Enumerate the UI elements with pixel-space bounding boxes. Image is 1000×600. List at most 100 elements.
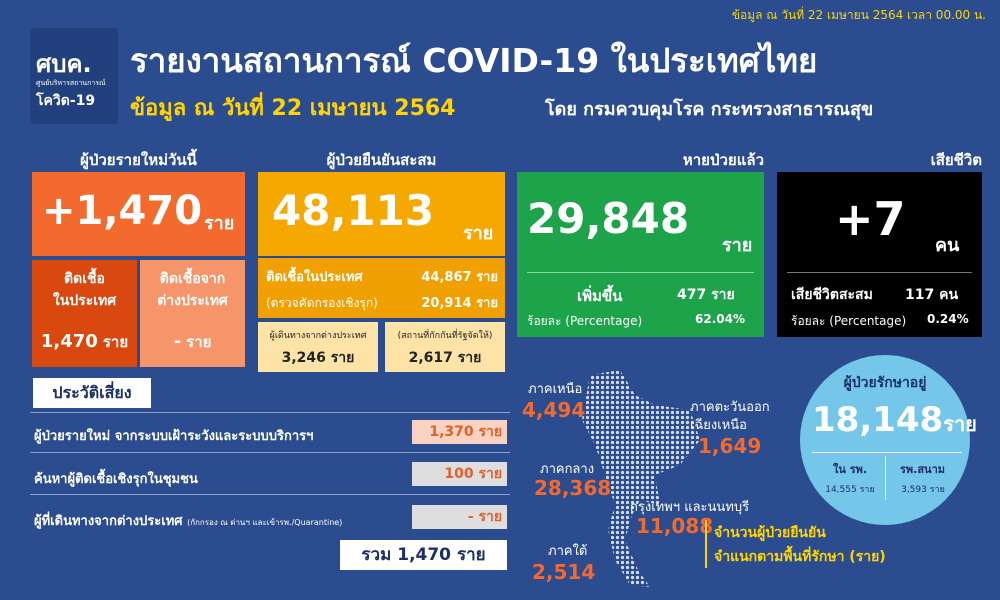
value: 14,555 — [825, 485, 857, 495]
region-name: เฉียงเหนือ — [690, 418, 747, 433]
risk-value: - ราย — [412, 505, 507, 529]
unit: ราย — [943, 412, 977, 436]
value: 1,470 — [397, 545, 452, 565]
label: ต่างประเทศ — [157, 293, 228, 309]
label: (สถานที่กักกันที่รัฐจัดให้) — [397, 331, 493, 341]
unit: ราย — [204, 213, 235, 234]
new-cases-box: +1,470 ราย — [32, 172, 245, 256]
region-value: 2,514 — [532, 560, 596, 584]
deaths-box: +7 คน เสียชีวิตสะสม 117 คน ร้อยละ (Perce… — [777, 172, 982, 337]
label: (ตรวจคัดกรองเชิงรุก) — [266, 296, 378, 310]
value: 1,370 — [429, 424, 474, 440]
hospital-item-label: รพ.สนาม — [900, 463, 945, 476]
risk-label: ผู้ป่วยรายใหม่ จากระบบเฝ้าระวังและระบบบร… — [34, 429, 314, 444]
divider — [812, 452, 962, 453]
region-value: 11,088 — [636, 514, 714, 538]
map-caption: จำนวนผู้ป่วยยืนยัน — [714, 525, 826, 541]
value: - — [173, 331, 182, 352]
map-caption: จำแนกตามพื้นที่รักษา (ราย) — [714, 549, 886, 565]
unit: ราย — [722, 235, 753, 256]
region-value: 28,368 — [534, 476, 612, 500]
unit: ราย — [476, 296, 498, 311]
risk-value: 100 ราย — [412, 462, 507, 486]
detail-row: (ตรวจคัดกรองเชิงรุก) 20,914 ราย — [266, 292, 498, 313]
abroad-box: ติดเชื้อจาก ต่างประเทศ - ราย — [140, 260, 245, 367]
value: 117 — [905, 287, 935, 303]
region-value: 1,649 — [698, 434, 762, 458]
section-label: เสียชีวิต — [930, 151, 982, 169]
unit: ราย — [456, 545, 486, 565]
region-name: ภาคเหนือ — [528, 382, 583, 397]
unit: ราย — [476, 270, 498, 285]
label: ติดเชื้อในประเทศ — [266, 270, 363, 285]
value: 3,246 — [281, 350, 326, 366]
value: 2,617 — [408, 350, 453, 366]
divider — [885, 456, 886, 500]
label: ในประเทศ — [52, 293, 117, 309]
value: 0.24% — [927, 312, 969, 326]
local-box: ติดเชื้อ ในประเทศ 1,470 ราย — [32, 260, 137, 367]
title: รายงานสถานการณ์ COVID-19 ในประเทศไทย — [130, 41, 818, 80]
divider — [30, 452, 510, 453]
unit: ราย — [463, 223, 494, 244]
risk-total: รวม 1,470 ราย — [340, 540, 507, 570]
unit: ราย — [102, 333, 129, 351]
value: - — [467, 509, 474, 525]
logo-text: ศบค. — [36, 50, 92, 78]
subtitle-date: ข้อมูล ณ วันที่ 22 เมษายน 2564 — [130, 96, 456, 121]
risk-title: ประวัติเสี่ยง — [33, 378, 151, 408]
value: 18,148 — [812, 400, 944, 440]
label: ติดเชื้อจาก — [159, 271, 226, 287]
value: +7 — [835, 192, 906, 246]
logo-sub2: โควิด-19 — [36, 93, 96, 109]
unit: คน — [939, 287, 959, 303]
confirmed-sub-box: ผู้เดินทางจากต่างประเทศ 3,246 ราย — [258, 322, 378, 372]
region-name: ภาคใต้ — [548, 544, 588, 559]
unit: ราย — [457, 350, 482, 366]
value: 100 — [444, 466, 474, 482]
confirmed-box: 48,113 ราย — [258, 172, 505, 256]
unit: ราย — [478, 424, 503, 440]
divider — [30, 412, 510, 413]
value: +1,470 — [42, 188, 203, 234]
value: 1,470 — [40, 331, 98, 352]
divider — [787, 272, 972, 273]
label: ร้อยละ (Percentage) — [527, 314, 643, 328]
hospital-item-label: ใน รพ. — [832, 463, 868, 476]
divider — [30, 494, 510, 495]
value: 48,113 — [272, 186, 435, 235]
section-label: หายป่วยแล้ว — [682, 151, 764, 169]
value: 62.04% — [695, 312, 745, 326]
hospital-title: ผู้ป่วยรักษาอยู่ — [843, 375, 927, 391]
unit: ราย — [478, 466, 503, 482]
confirmed-sub-box: (สถานที่กักกันที่รัฐจัดให้) 2,617 ราย — [385, 322, 505, 372]
region-name: ภาคกลาง — [540, 462, 595, 477]
recovered-box: 29,848 ราย เพิ่มขึ้น 477 ราย ร้อยละ (Per… — [517, 172, 764, 337]
value: 477 — [677, 287, 707, 303]
caption-bar — [705, 520, 707, 568]
logo-sub: ศูนย์บริหารสถานการณ์ — [36, 79, 106, 87]
value: 3,593 — [901, 485, 927, 495]
unit: คน — [935, 235, 960, 256]
map-shape — [582, 370, 700, 587]
label: ผู้เดินทางจากต่างประเทศ — [269, 331, 367, 341]
value: 20,914 — [421, 296, 472, 311]
risk-value: 1,370 ราย — [412, 420, 507, 444]
unit: ราย — [330, 350, 355, 366]
risk-label: ผู้ที่เดินทางจากต่างประเทศ — [34, 514, 183, 529]
label: เพิ่มขึ้น — [577, 287, 623, 305]
logo: ศบค. ศูนย์บริหารสถานการณ์ โควิด-19 — [30, 28, 118, 124]
label: เสียชีวิตสะสม — [791, 287, 873, 303]
section-label: ผู้ป่วยยืนยันสะสม — [326, 151, 437, 169]
unit: ราย — [711, 287, 735, 303]
value: 29,848 — [527, 194, 690, 243]
section-label: ผู้ป่วยรายใหม่วันนี้ — [80, 151, 197, 169]
value: 44,867 — [421, 270, 472, 285]
label: รวม — [361, 545, 392, 565]
risk-label: ค้นหาผู้ติดเชื้อเชิงรุกในชุมชน — [34, 472, 198, 487]
region-name: ภาคตะวันออก — [690, 400, 770, 415]
region-name: กรุงเทพฯ และนนทบุรี — [630, 500, 750, 515]
unit: ราย — [186, 333, 212, 351]
subtitle-source: โดย กรมควบคุมโรค กระทรวงสาธารณสุข — [545, 99, 874, 120]
